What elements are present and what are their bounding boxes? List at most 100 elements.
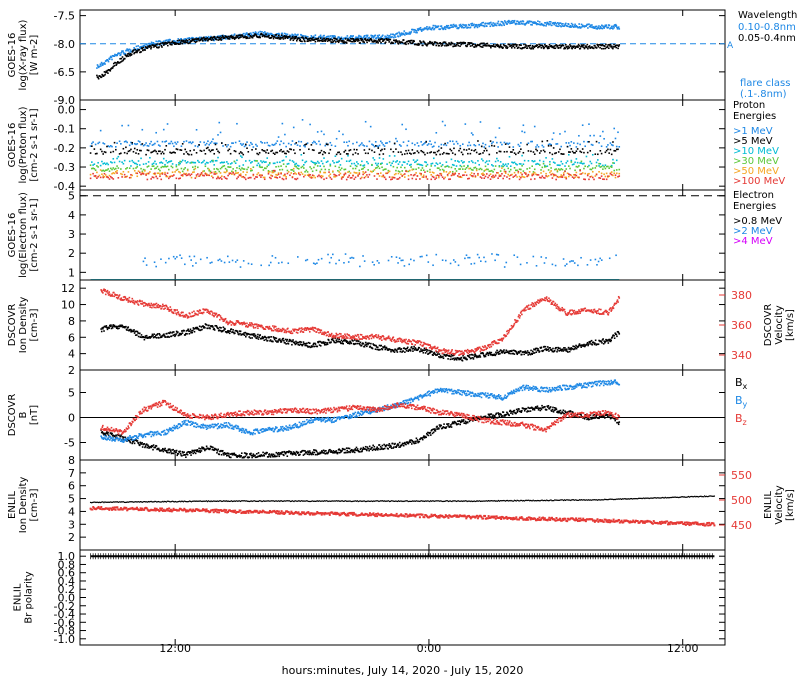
series-cyan-point [112, 158, 114, 160]
series-orange-point [592, 171, 594, 173]
series-blue-point [236, 123, 238, 125]
series-black-point [523, 44, 525, 46]
series-black-point [375, 145, 377, 147]
series-black-point [277, 152, 279, 154]
series-green-point [158, 168, 160, 170]
series-blue-point [433, 25, 435, 27]
series-black-point [451, 150, 453, 152]
series-red-point [420, 173, 422, 175]
series-black-point [187, 40, 189, 42]
series-green-point [172, 167, 174, 169]
series-green-point [441, 166, 443, 168]
series-density-point [292, 339, 294, 341]
series-blue-point [220, 132, 222, 134]
series-orange-point [114, 173, 116, 175]
series-black-point [476, 152, 478, 154]
series-blue-point [390, 34, 392, 36]
series-blue-point [432, 264, 434, 266]
series-blue-point [504, 142, 506, 144]
series-red-point [442, 176, 444, 178]
series-black-point [388, 41, 390, 43]
series-green-point [191, 162, 193, 164]
series-blue-point [109, 58, 111, 60]
panel-frame [80, 10, 725, 100]
series-red-point [245, 179, 247, 181]
series-orange-point [304, 174, 306, 176]
series-density-point [346, 341, 348, 343]
series-density-point [101, 331, 103, 333]
series-black-point [379, 40, 381, 42]
series-black-point [237, 36, 239, 38]
series-orange-point [211, 175, 213, 177]
series-cyan-point [520, 163, 522, 165]
series-orange-point [285, 176, 287, 178]
series-cyan-point [539, 160, 541, 162]
series-velocity-point [134, 303, 136, 305]
series-density-point [409, 349, 411, 351]
series-blue-point [483, 257, 485, 259]
series-black-point [438, 45, 440, 47]
series-black-point [315, 41, 317, 43]
series-red-point [261, 175, 263, 177]
series-blue-point [483, 22, 485, 24]
series-blue-point [568, 142, 570, 144]
series-velocity-point [129, 297, 131, 299]
series-blue-point [312, 142, 314, 144]
series-green-point [504, 169, 506, 171]
series-blue-point [395, 36, 397, 38]
series-blue-point [136, 46, 138, 48]
series-black-point [410, 153, 412, 155]
series-red-point [129, 177, 131, 179]
series-black-point [504, 151, 506, 153]
series-black-point [330, 149, 332, 151]
series-green-point [362, 168, 364, 170]
series-blue-point [482, 143, 484, 145]
series-orange-point [524, 176, 526, 178]
series-black-point [518, 152, 520, 154]
series-cyan-point [100, 165, 102, 167]
series-cyan-point [277, 162, 279, 164]
series-blue-point [475, 145, 477, 147]
series-black-point [177, 40, 179, 42]
series-black-point [363, 42, 365, 44]
series-velocity-point [173, 312, 175, 314]
series-red-point [427, 178, 429, 180]
series-density-point [420, 348, 422, 350]
series-cyan-point [472, 162, 474, 164]
series-blue-point [268, 265, 270, 267]
series-blue-point [609, 257, 611, 259]
series-orange-point [149, 171, 151, 173]
series-blue-point [413, 260, 415, 262]
series-blue-point [211, 262, 213, 264]
series-blue-point [420, 256, 422, 258]
series-red-point [472, 175, 474, 177]
series-red-point [573, 177, 575, 179]
series-red-point [173, 174, 175, 176]
series-black-point [577, 148, 579, 150]
series-blue-point [120, 54, 122, 56]
series-black-point [301, 41, 303, 43]
series-blue-point [155, 132, 157, 134]
series-blue-point [173, 256, 175, 258]
series-cyan-point [171, 160, 173, 162]
series-red-point [312, 174, 314, 176]
series-blue-point [452, 26, 454, 28]
series-density-point [406, 350, 408, 352]
series-cyan-point [131, 160, 133, 162]
series-blue-point [441, 25, 443, 27]
series-blue-point [521, 131, 523, 133]
series-blue-point [195, 262, 197, 264]
series-black-point [563, 45, 565, 47]
series-green-point [612, 162, 614, 164]
series-black-point [536, 150, 538, 152]
series-red-point [528, 174, 530, 176]
series-orange-point [514, 172, 516, 174]
series-black-point [377, 147, 379, 149]
series-black-point [131, 54, 133, 56]
series-cyan-point [202, 161, 204, 163]
series-orange-point [412, 169, 414, 171]
series-black-point [283, 151, 285, 153]
series-black-point [509, 44, 511, 46]
